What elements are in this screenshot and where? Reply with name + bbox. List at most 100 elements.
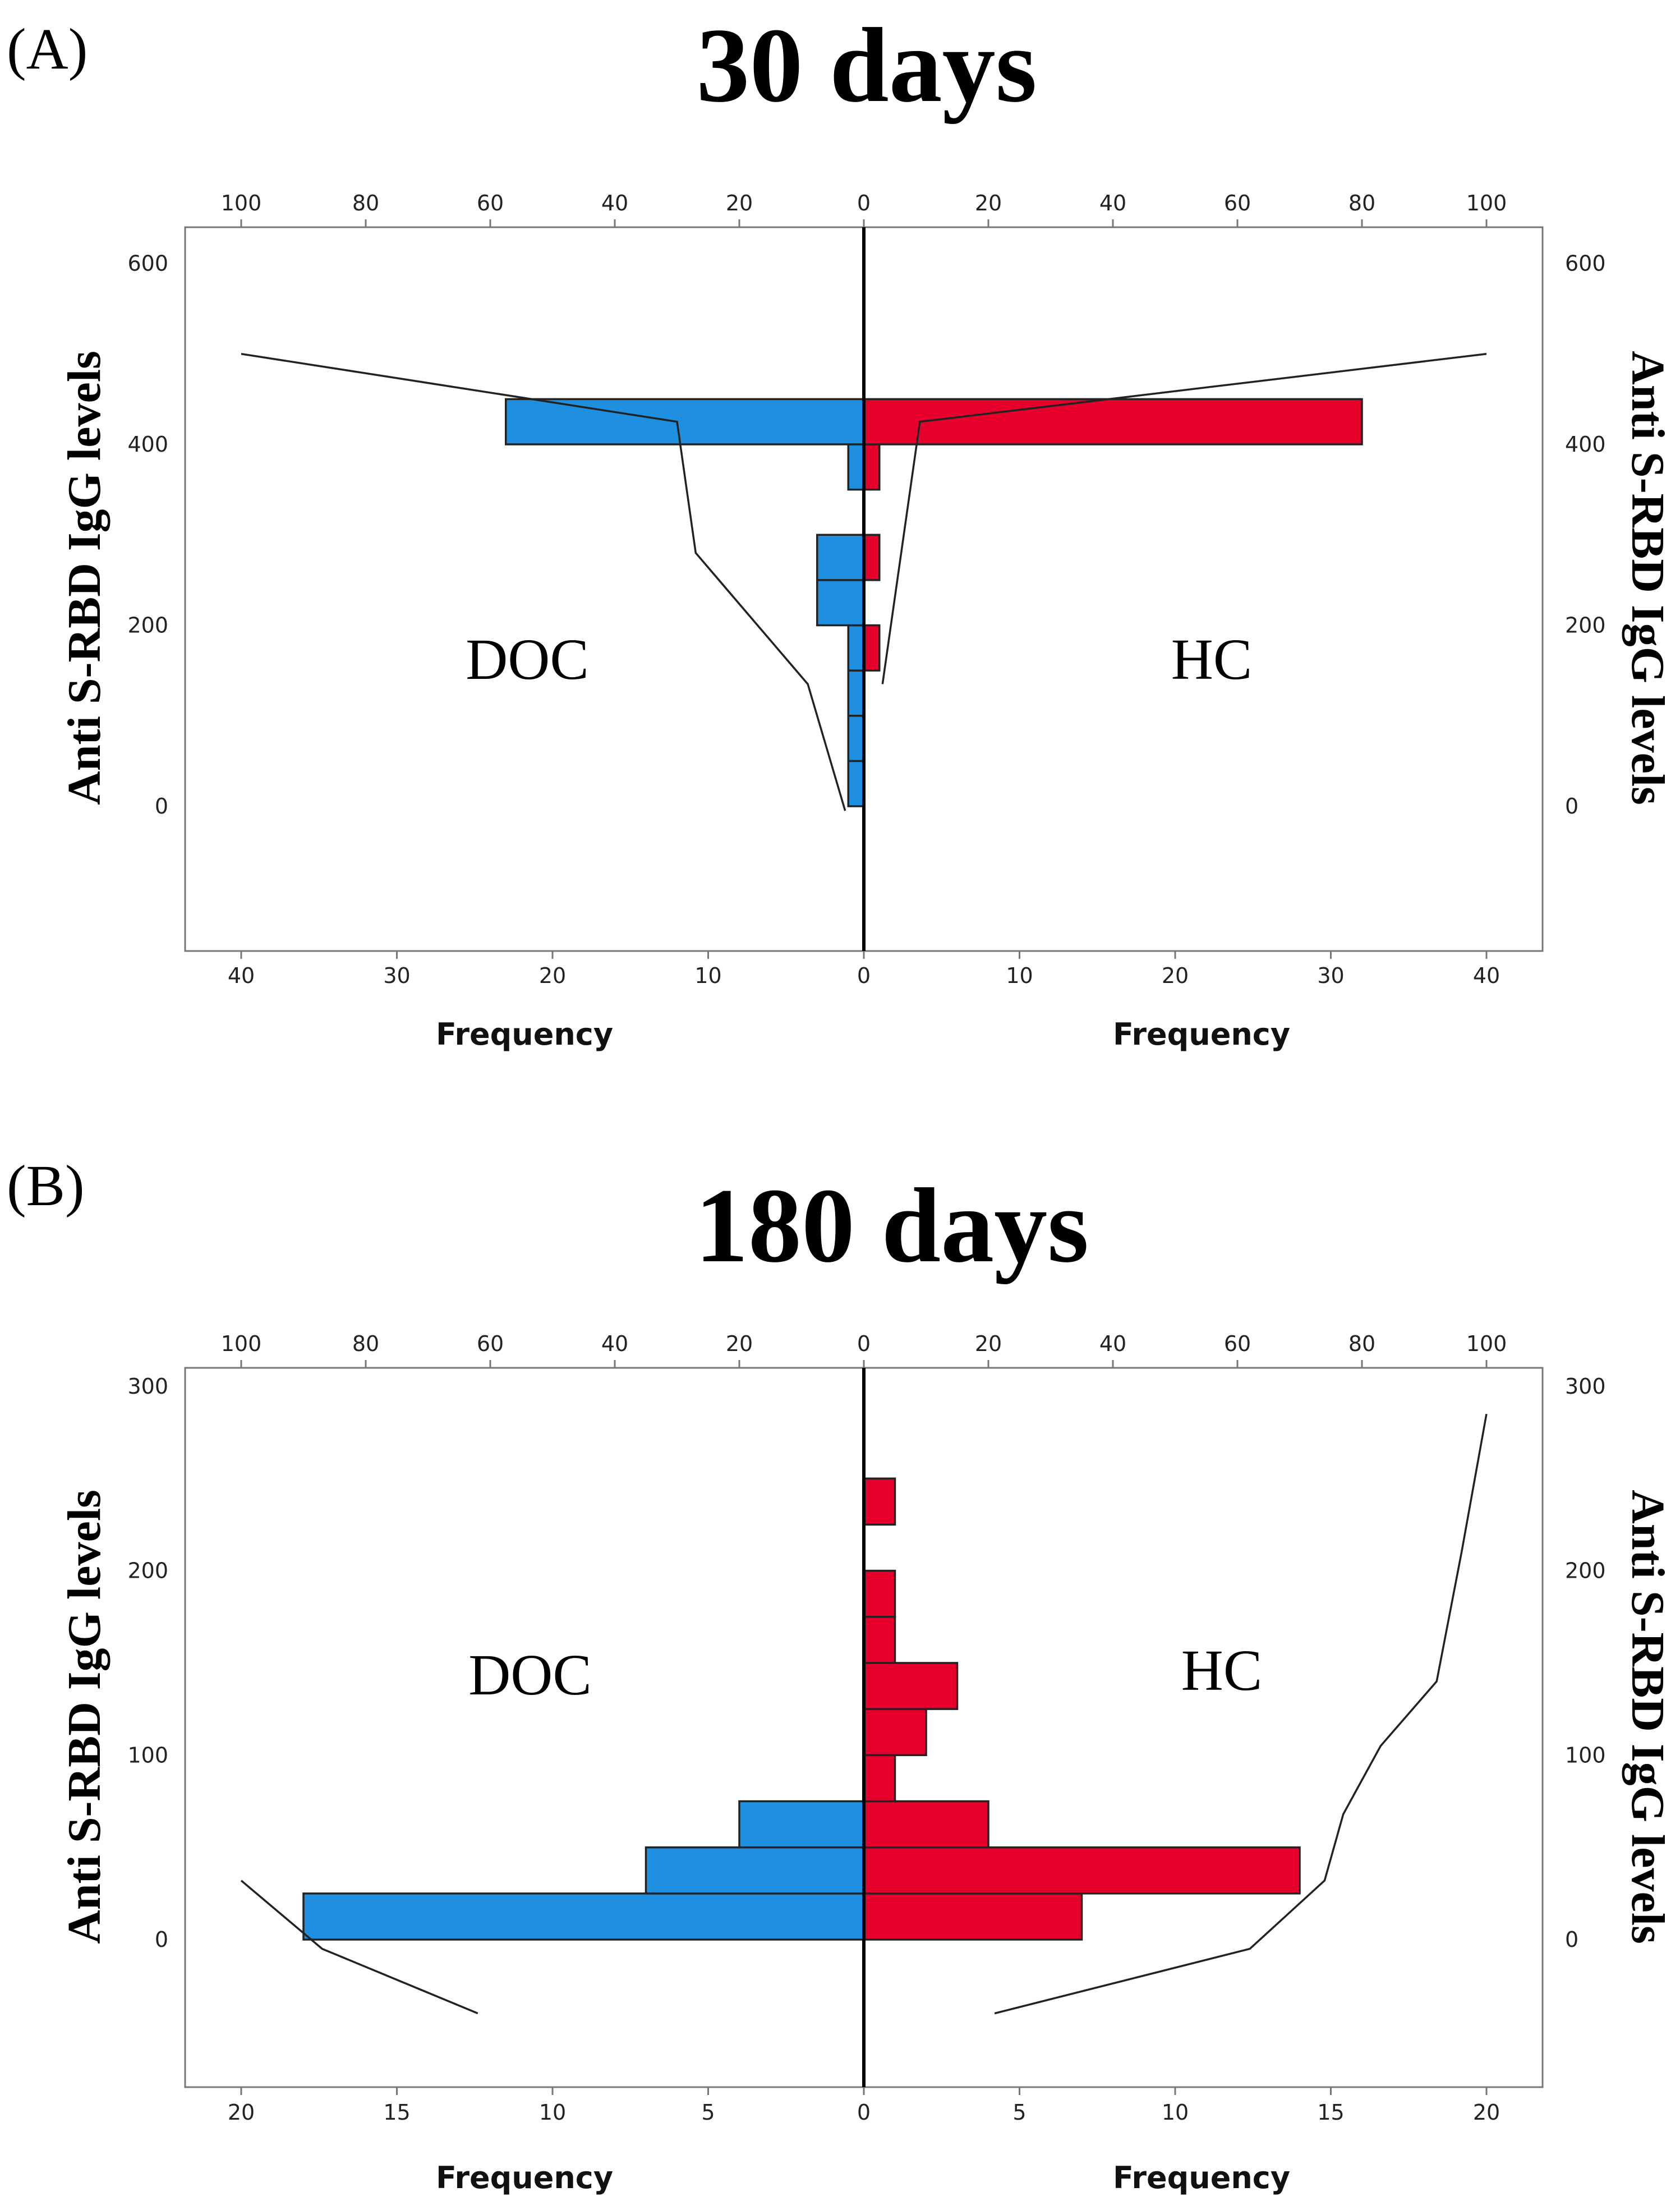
bar-doc-2 bbox=[738, 1800, 865, 1849]
x-top-tick-label: 80 bbox=[1348, 1331, 1375, 1356]
panel-b-title: 180 days bbox=[695, 1167, 1089, 1285]
cumulative-curve-doc bbox=[240, 1880, 478, 2015]
y-tick-label-left: 200 bbox=[127, 1559, 168, 1583]
panel-a-ylabel-left: Anti S-RBD IgG levels bbox=[58, 351, 111, 805]
x-top-tick-label: 20 bbox=[726, 1331, 753, 1356]
cumulative-curve-hc bbox=[881, 353, 1487, 684]
x-top-tick-label: 100 bbox=[1466, 1331, 1507, 1356]
x-bottom-tick-label: 15 bbox=[383, 2100, 410, 2125]
panel-a-xlabel-left: Frequency bbox=[436, 1017, 613, 1052]
panel-a-bars bbox=[505, 398, 1363, 807]
panel-a-group-label-doc: DOC bbox=[466, 627, 589, 692]
panel-b-xlabel-right: Frequency bbox=[1113, 2160, 1290, 2195]
y-tick-label-left: 600 bbox=[127, 251, 168, 276]
panel-a-xlabel-right: Frequency bbox=[1113, 1017, 1290, 1052]
x-top-tick-label: 20 bbox=[975, 191, 1002, 215]
panel-b-group-label-hc: HC bbox=[1181, 1638, 1262, 1703]
panel-b-ylabel-right: Anti S-RBD IgG levels bbox=[1622, 1490, 1674, 1944]
x-bottom-tick-label: 10 bbox=[1006, 963, 1033, 988]
panel-b-group-label-doc: DOC bbox=[468, 1643, 592, 1707]
y-tick-label-right: 100 bbox=[1565, 1743, 1606, 1767]
bar-doc-7 bbox=[505, 398, 865, 445]
bar-doc-0 bbox=[847, 760, 865, 807]
x-bottom-tick-label: 10 bbox=[539, 2100, 566, 2125]
bar-doc-4 bbox=[816, 579, 865, 627]
bar-hc-4 bbox=[863, 1708, 927, 1757]
bar-doc-3 bbox=[847, 624, 865, 672]
x-bottom-tick-label: 20 bbox=[228, 2100, 255, 2125]
bar-hc-2 bbox=[863, 443, 881, 491]
x-top-tick-label: 100 bbox=[221, 1331, 262, 1356]
x-bottom-tick-label: 0 bbox=[857, 963, 871, 988]
x-bottom-tick-label: 0 bbox=[857, 2100, 871, 2125]
panel-b-cumulative-curves bbox=[240, 1413, 1488, 2015]
y-tick-label-left: 0 bbox=[155, 1927, 168, 1952]
x-bottom-tick-label: 5 bbox=[1012, 2100, 1026, 2125]
y-tick-label-left: 300 bbox=[127, 1374, 168, 1399]
bar-hc-6 bbox=[863, 1616, 896, 1664]
panel-b-ylabel-left: Anti S-RBD IgG levels bbox=[58, 1490, 111, 1944]
x-bottom-tick-label: 10 bbox=[1162, 2100, 1189, 2125]
x-top-tick-label: 20 bbox=[726, 191, 753, 215]
x-top-tick-label: 100 bbox=[1466, 191, 1507, 215]
cumulative-curve-doc bbox=[241, 353, 846, 811]
bar-hc-1 bbox=[863, 1846, 1301, 1895]
panel-a-ylabel-right: Anti S-RBD IgG levels bbox=[1622, 351, 1674, 805]
x-top-tick-label: 60 bbox=[477, 191, 504, 215]
bar-hc-0 bbox=[863, 1892, 1083, 1941]
bar-doc-6 bbox=[847, 443, 865, 491]
panel-b-bars bbox=[302, 1477, 1301, 1941]
x-top-tick-label: 60 bbox=[477, 1331, 504, 1356]
bar-hc-8 bbox=[863, 1477, 896, 1526]
y-tick-label-right: 0 bbox=[1565, 1927, 1578, 1952]
panel-a-cumulative-curves bbox=[241, 353, 1487, 811]
bar-doc-5 bbox=[816, 534, 865, 581]
x-bottom-tick-label: 20 bbox=[1473, 2100, 1500, 2125]
bar-doc-0 bbox=[302, 1892, 865, 1941]
y-tick-label-right: 600 bbox=[1565, 251, 1606, 276]
x-bottom-tick-label: 20 bbox=[539, 963, 566, 988]
x-bottom-tick-label: 40 bbox=[228, 963, 255, 988]
panel-b-xlabel-left: Frequency bbox=[436, 2160, 613, 2195]
bar-hc-5 bbox=[863, 1662, 959, 1710]
x-top-tick-label: 60 bbox=[1224, 1331, 1251, 1356]
x-bottom-tick-label: 5 bbox=[701, 2100, 715, 2125]
y-tick-label-right: 300 bbox=[1565, 1374, 1606, 1399]
bar-hc-3 bbox=[863, 398, 1363, 445]
x-top-tick-label: 80 bbox=[1348, 191, 1375, 215]
x-top-tick-label: 20 bbox=[975, 1331, 1002, 1356]
x-bottom-tick-label: 40 bbox=[1473, 963, 1500, 988]
bar-doc-1 bbox=[645, 1846, 865, 1895]
x-top-tick-label: 100 bbox=[221, 191, 262, 215]
x-bottom-tick-label: 30 bbox=[383, 963, 410, 988]
x-top-tick-label: 80 bbox=[352, 191, 379, 215]
x-top-tick-label: 40 bbox=[601, 1331, 628, 1356]
bar-hc-1 bbox=[863, 534, 881, 581]
y-tick-label-right: 0 bbox=[1565, 794, 1578, 819]
bar-hc-7 bbox=[863, 1569, 896, 1618]
x-top-tick-label: 80 bbox=[352, 1331, 379, 1356]
y-tick-label-left: 0 bbox=[155, 794, 168, 819]
x-bottom-tick-label: 30 bbox=[1317, 963, 1344, 988]
y-tick-label-right: 400 bbox=[1565, 432, 1606, 457]
x-top-tick-label: 0 bbox=[857, 191, 871, 215]
bar-doc-2 bbox=[847, 669, 865, 717]
x-top-tick-label: 0 bbox=[857, 1331, 871, 1356]
bar-hc-2 bbox=[863, 1800, 989, 1849]
x-bottom-tick-label: 10 bbox=[694, 963, 721, 988]
bar-doc-1 bbox=[847, 715, 865, 762]
bar-hc-3 bbox=[863, 1754, 896, 1803]
cumulative-curve-hc bbox=[994, 1413, 1488, 2015]
y-tick-label-left: 200 bbox=[127, 613, 168, 638]
panel-a-letter: (A) bbox=[7, 17, 88, 81]
panel-a-title: 30 days bbox=[696, 7, 1037, 125]
panel-a-group-label-hc: HC bbox=[1171, 627, 1252, 692]
y-tick-label-left: 100 bbox=[127, 1743, 168, 1767]
y-tick-label-right: 200 bbox=[1565, 613, 1606, 638]
x-top-tick-label: 40 bbox=[601, 191, 628, 215]
